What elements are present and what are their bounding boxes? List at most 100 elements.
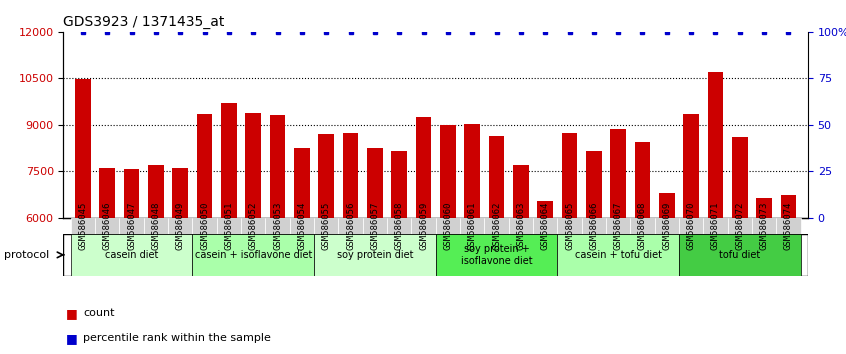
Bar: [659, 193, 675, 218]
Bar: [756, 198, 772, 218]
Text: GSM586057: GSM586057: [371, 201, 379, 250]
Bar: [732, 137, 748, 218]
Bar: [318, 135, 334, 218]
Bar: [513, 165, 529, 218]
Text: GSM586068: GSM586068: [638, 201, 647, 250]
Text: soy protein diet: soy protein diet: [337, 250, 413, 260]
Bar: [173, 167, 188, 218]
Text: GSM586073: GSM586073: [760, 201, 769, 250]
Text: GSM586051: GSM586051: [224, 201, 233, 250]
Bar: [192, 234, 314, 276]
Text: protocol: protocol: [4, 250, 49, 260]
Text: GSM586070: GSM586070: [687, 201, 695, 250]
Text: GSM586063: GSM586063: [516, 201, 525, 250]
Text: GSM586050: GSM586050: [200, 201, 209, 250]
Bar: [192, 218, 217, 234]
Text: casein + tofu diet: casein + tofu diet: [574, 250, 662, 260]
Bar: [71, 218, 95, 234]
Bar: [367, 148, 382, 218]
Bar: [460, 218, 485, 234]
Text: GSM586065: GSM586065: [565, 201, 574, 250]
Bar: [99, 167, 115, 218]
Text: ■: ■: [66, 307, 78, 320]
Bar: [392, 151, 407, 218]
Bar: [314, 234, 436, 276]
Text: GSM586071: GSM586071: [711, 201, 720, 250]
Text: GSM586046: GSM586046: [102, 201, 112, 250]
Text: GSM586061: GSM586061: [468, 201, 476, 250]
Bar: [703, 218, 728, 234]
Bar: [582, 218, 606, 234]
Text: GSM586060: GSM586060: [443, 201, 453, 250]
Text: GSM586045: GSM586045: [79, 201, 87, 250]
Text: GSM586058: GSM586058: [395, 201, 404, 250]
Bar: [144, 218, 168, 234]
Text: GSM586048: GSM586048: [151, 201, 161, 250]
Bar: [606, 218, 630, 234]
Bar: [95, 218, 119, 234]
Bar: [343, 133, 359, 218]
Text: count: count: [83, 308, 114, 318]
Bar: [610, 129, 626, 218]
Bar: [266, 218, 289, 234]
Bar: [558, 234, 679, 276]
Bar: [634, 142, 651, 218]
Bar: [314, 218, 338, 234]
Text: GSM586062: GSM586062: [492, 201, 501, 250]
Bar: [415, 117, 431, 218]
Bar: [558, 218, 582, 234]
Bar: [387, 218, 411, 234]
Bar: [289, 218, 314, 234]
Bar: [684, 114, 699, 218]
Bar: [533, 218, 558, 234]
Bar: [464, 125, 480, 218]
Text: GSM586064: GSM586064: [541, 201, 550, 250]
Text: GSM586053: GSM586053: [273, 201, 282, 250]
Bar: [436, 234, 558, 276]
Bar: [245, 113, 261, 218]
Bar: [221, 103, 237, 218]
Text: GSM586074: GSM586074: [784, 201, 793, 250]
Text: GSM586067: GSM586067: [613, 201, 623, 250]
Bar: [537, 201, 553, 218]
Bar: [630, 218, 655, 234]
Text: GSM586052: GSM586052: [249, 201, 258, 250]
Bar: [124, 170, 140, 218]
Bar: [489, 136, 504, 218]
Text: GSM586072: GSM586072: [735, 201, 744, 250]
Bar: [168, 218, 192, 234]
Text: GSM586066: GSM586066: [590, 201, 598, 250]
Bar: [485, 218, 508, 234]
Bar: [119, 218, 144, 234]
Bar: [363, 218, 387, 234]
Bar: [338, 218, 363, 234]
Text: GSM586054: GSM586054: [298, 201, 306, 250]
Text: GSM586049: GSM586049: [176, 201, 184, 250]
Text: casein diet: casein diet: [105, 250, 158, 260]
Bar: [241, 218, 266, 234]
Text: ■: ■: [66, 332, 78, 344]
Bar: [71, 234, 192, 276]
Text: tofu diet: tofu diet: [719, 250, 761, 260]
Bar: [562, 133, 578, 218]
Bar: [781, 195, 796, 218]
Bar: [508, 218, 533, 234]
Bar: [148, 165, 164, 218]
Text: GDS3923 / 1371435_at: GDS3923 / 1371435_at: [63, 16, 225, 29]
Bar: [728, 218, 752, 234]
Text: percentile rank within the sample: percentile rank within the sample: [83, 333, 271, 343]
Text: GSM586059: GSM586059: [419, 201, 428, 250]
Text: GSM586069: GSM586069: [662, 201, 672, 250]
Bar: [411, 218, 436, 234]
Bar: [655, 218, 679, 234]
Bar: [707, 72, 723, 218]
Bar: [294, 148, 310, 218]
Text: soy protein +
isoflavone diet: soy protein + isoflavone diet: [461, 244, 532, 266]
Text: GSM586056: GSM586056: [346, 201, 355, 250]
Text: GSM586055: GSM586055: [321, 201, 331, 250]
Bar: [777, 218, 800, 234]
Text: casein + isoflavone diet: casein + isoflavone diet: [195, 250, 312, 260]
Bar: [679, 234, 800, 276]
Text: GSM586047: GSM586047: [127, 201, 136, 250]
Bar: [752, 218, 777, 234]
